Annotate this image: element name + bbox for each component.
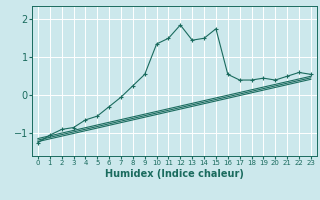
X-axis label: Humidex (Indice chaleur): Humidex (Indice chaleur) xyxy=(105,169,244,179)
